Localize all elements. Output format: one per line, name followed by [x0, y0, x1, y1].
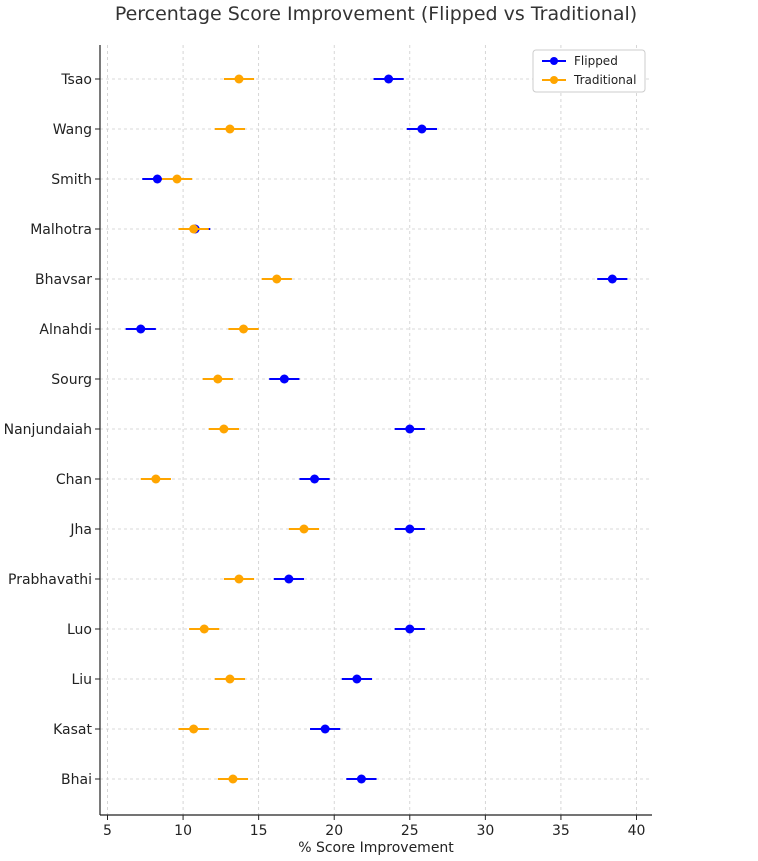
y-tick-label: Prabhavathi [8, 572, 92, 588]
legend: Flipped Traditional [532, 49, 646, 93]
point-traditional [219, 424, 229, 434]
point-traditional [299, 524, 309, 534]
point-flipped [405, 424, 415, 434]
point-flipped [152, 174, 162, 184]
y-tick-label: Chan [56, 472, 92, 488]
point-flipped [136, 324, 146, 334]
legend-label-traditional: Traditional [573, 73, 636, 87]
grid [100, 45, 652, 815]
point-flipped [279, 374, 289, 384]
point-flipped [352, 674, 362, 684]
legend-label-flipped: Flipped [574, 54, 618, 68]
x-tick-label: 35 [552, 823, 570, 839]
y-tick-label: Jha [69, 522, 92, 538]
x-tick-label: 30 [476, 823, 494, 839]
y-tick-label: Sourg [51, 372, 92, 388]
point-traditional [228, 774, 238, 784]
point-traditional [225, 674, 235, 684]
y-tick-label: Smith [51, 172, 92, 188]
y-tick-label: Bhai [61, 772, 92, 788]
point-traditional [239, 324, 249, 334]
y-tick-label: Bhavsar [35, 272, 92, 288]
y-tick-label: Tsao [60, 72, 92, 88]
point-traditional [189, 224, 199, 234]
point-flipped [320, 724, 330, 734]
point-flipped [284, 574, 294, 584]
legend-marker-flipped [550, 57, 558, 65]
point-flipped [405, 624, 415, 634]
point-traditional [225, 124, 235, 134]
y-tick-label: Nanjundaiah [4, 422, 92, 438]
point-traditional [172, 174, 182, 184]
y-tick-label: Wang [53, 122, 92, 138]
point-traditional [234, 574, 244, 584]
y-tick-label: Liu [71, 672, 92, 688]
y-tick-label: Alnahdi [39, 322, 92, 338]
x-tick-label: 40 [628, 823, 646, 839]
point-flipped [417, 124, 427, 134]
x-tick-label: 20 [325, 823, 343, 839]
point-traditional [234, 74, 244, 84]
y-tick-label: Kasat [53, 722, 92, 738]
y-tick-label: Luo [67, 622, 92, 638]
point-flipped [405, 524, 415, 534]
x-tick-label: 10 [174, 823, 192, 839]
point-flipped [384, 74, 394, 84]
point-traditional [213, 374, 223, 384]
y-tick-label: Malhotra [30, 222, 92, 238]
x-tick-label: 25 [401, 823, 419, 839]
point-flipped [607, 274, 617, 284]
point-traditional [189, 724, 199, 734]
point-flipped [356, 774, 366, 784]
x-tick-label: 15 [250, 823, 268, 839]
point-traditional [199, 624, 209, 634]
point-traditional [151, 474, 161, 484]
legend-marker-traditional [550, 76, 558, 84]
point-flipped [310, 474, 320, 484]
marks [125, 74, 628, 784]
x-axis-label: % Score Improvement [298, 840, 454, 856]
axes: 5 10 15 20 25 30 35 40 Tsao Wang Smith Malhotra Bhav… [4, 45, 652, 839]
chart-title: Percentage Score Improvement (Flipped vs… [115, 3, 637, 25]
x-tick-label: 5 [103, 823, 112, 839]
point-traditional [272, 274, 282, 284]
